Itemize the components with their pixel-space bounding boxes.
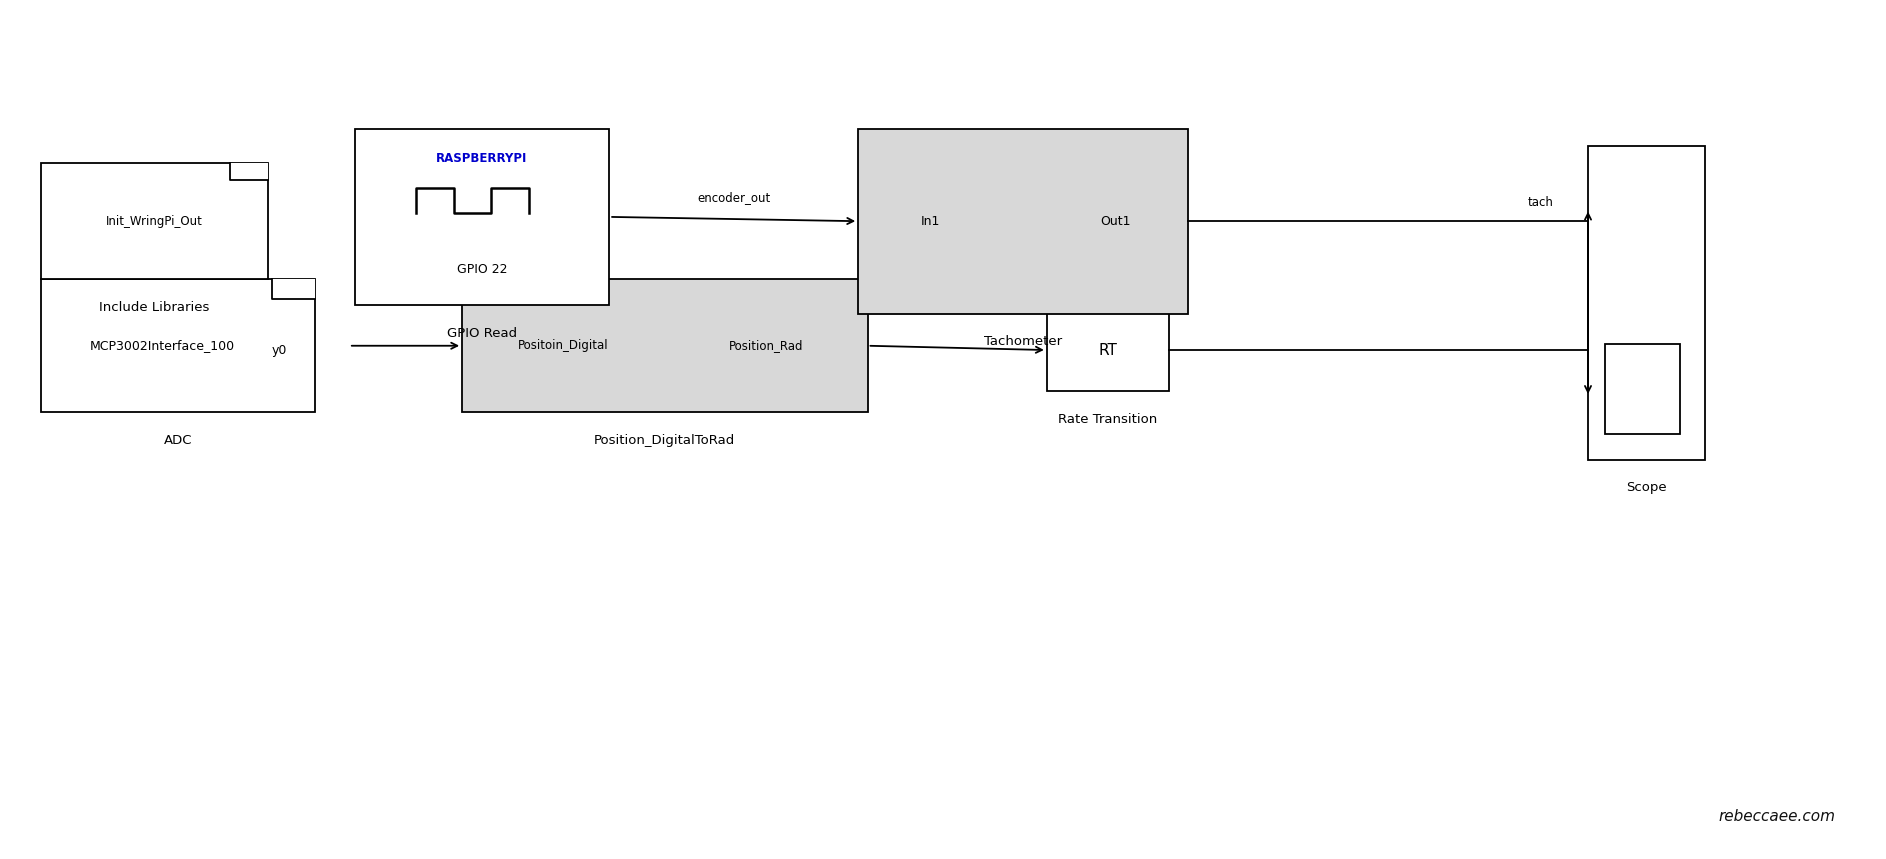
Text: Init_WringPi_Out: Init_WringPi_Out bbox=[106, 215, 204, 228]
Bar bbox=[858, 129, 1188, 314]
Bar bbox=[1588, 146, 1705, 460]
Text: encoder_out: encoder_out bbox=[698, 192, 769, 204]
Bar bbox=[41, 163, 268, 279]
Polygon shape bbox=[230, 163, 268, 180]
Bar bbox=[355, 129, 609, 305]
Text: RASPBERRYPI: RASPBERRYPI bbox=[436, 152, 528, 165]
Bar bbox=[1047, 309, 1169, 391]
Text: tach: tach bbox=[1528, 196, 1554, 209]
Text: ADC: ADC bbox=[164, 434, 192, 448]
Text: Include Libraries: Include Libraries bbox=[100, 301, 209, 314]
Text: y0: y0 bbox=[272, 344, 287, 356]
Bar bbox=[1605, 344, 1680, 434]
Text: Scope: Scope bbox=[1626, 481, 1667, 495]
Text: Position_DigitalToRad: Position_DigitalToRad bbox=[594, 434, 736, 448]
Text: Tachometer: Tachometer bbox=[984, 335, 1062, 349]
Bar bbox=[41, 279, 315, 412]
Text: Rate Transition: Rate Transition bbox=[1058, 412, 1158, 426]
Text: In1: In1 bbox=[920, 215, 941, 228]
Text: RT: RT bbox=[1098, 343, 1118, 357]
Text: MCP3002Interface_100: MCP3002Interface_100 bbox=[89, 339, 234, 352]
Text: Out1: Out1 bbox=[1100, 215, 1132, 228]
Text: GPIO Read: GPIO Read bbox=[447, 326, 517, 340]
Bar bbox=[462, 279, 868, 412]
Text: Position_Rad: Position_Rad bbox=[728, 339, 803, 352]
Text: Positoin_Digital: Positoin_Digital bbox=[519, 339, 609, 352]
Text: GPIO 22: GPIO 22 bbox=[456, 263, 507, 277]
Polygon shape bbox=[272, 279, 315, 299]
Text: rebeccaee.com: rebeccaee.com bbox=[1718, 808, 1835, 824]
